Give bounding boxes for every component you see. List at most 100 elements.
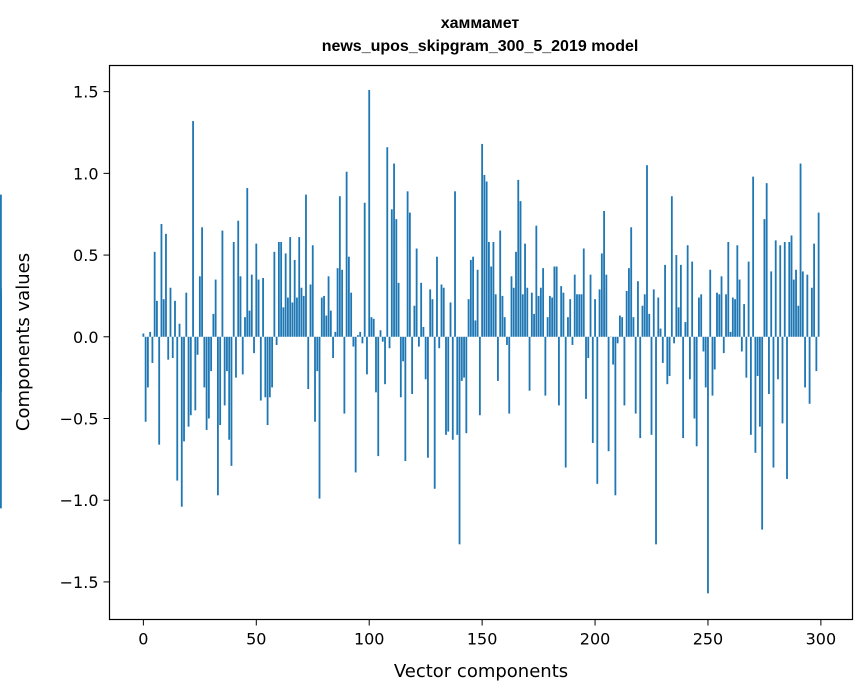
bar-9 bbox=[162, 299, 165, 337]
bar-156 bbox=[494, 294, 497, 337]
bar-103 bbox=[375, 336, 377, 393]
bar-41 bbox=[235, 336, 237, 378]
bar-199 bbox=[591, 336, 594, 443]
bar-67 bbox=[293, 259, 296, 337]
bar-17 bbox=[180, 336, 183, 507]
bar-223 bbox=[646, 165, 648, 337]
bar-74 bbox=[309, 284, 312, 337]
bar-133 bbox=[442, 287, 445, 337]
bar-42 bbox=[237, 220, 240, 337]
bar-94 bbox=[354, 336, 357, 473]
bar-197 bbox=[587, 336, 590, 359]
bar-255 bbox=[718, 294, 721, 337]
bar-174 bbox=[535, 225, 538, 337]
bar-206 bbox=[607, 336, 610, 452]
bar-139 bbox=[456, 336, 459, 435]
bar-10 bbox=[165, 233, 167, 337]
bar-234 bbox=[670, 196, 673, 337]
x-tick-label: 200 bbox=[580, 630, 611, 649]
bar-251 bbox=[709, 269, 712, 337]
bar-220 bbox=[639, 336, 642, 439]
bar-285 bbox=[786, 336, 788, 479]
bar-238 bbox=[679, 264, 682, 337]
bar-44 bbox=[241, 336, 244, 375]
bar-34 bbox=[219, 336, 222, 426]
bar-230 bbox=[661, 336, 664, 363]
bar-224 bbox=[648, 313, 651, 337]
bar-225 bbox=[650, 336, 653, 435]
bar-119 bbox=[411, 336, 414, 394]
bar-288 bbox=[792, 279, 795, 337]
bar-187 bbox=[564, 336, 567, 468]
bar-166 bbox=[517, 179, 520, 337]
bar-246 bbox=[698, 297, 700, 337]
bar-62 bbox=[282, 307, 285, 337]
bar-51 bbox=[257, 279, 260, 337]
bar-295 bbox=[808, 336, 811, 404]
x-axis-ticks: 0 50 100 150 200 250 300 bbox=[138, 619, 836, 649]
bar-46 bbox=[246, 188, 249, 337]
bar-177 bbox=[542, 268, 545, 337]
bar-77 bbox=[316, 336, 319, 372]
bar-279 bbox=[772, 336, 775, 468]
bar-258 bbox=[725, 294, 727, 337]
bar-33 bbox=[217, 336, 219, 496]
bar-116 bbox=[404, 336, 407, 461]
bar-69 bbox=[298, 237, 301, 337]
bar-16 bbox=[178, 323, 181, 337]
bar-24 bbox=[196, 336, 199, 355]
bar-123 bbox=[420, 282, 423, 337]
bar-19 bbox=[185, 292, 188, 337]
bar-262 bbox=[734, 299, 736, 337]
bar-5 bbox=[153, 251, 156, 337]
bar-83 bbox=[329, 310, 332, 337]
bar-297 bbox=[813, 243, 816, 337]
bar-214 bbox=[625, 291, 628, 337]
y-tick-label: −0.5 bbox=[60, 409, 99, 428]
bar-151 bbox=[483, 174, 486, 337]
bar-235 bbox=[673, 336, 675, 344]
bar-1 bbox=[144, 336, 147, 422]
bar-149 bbox=[478, 336, 481, 416]
bar-110 bbox=[390, 209, 393, 337]
bar-167 bbox=[519, 201, 522, 337]
bar-25 bbox=[198, 276, 201, 337]
bar-132 bbox=[440, 284, 443, 337]
bar-37 bbox=[226, 336, 228, 372]
bar-59 bbox=[275, 336, 278, 345]
bar-65 bbox=[289, 237, 292, 337]
bar-38 bbox=[228, 336, 231, 440]
bar-260 bbox=[729, 331, 732, 337]
bar-115 bbox=[402, 336, 404, 362]
bar-111 bbox=[393, 163, 395, 337]
bar-113 bbox=[397, 282, 400, 337]
bar-233 bbox=[668, 336, 671, 376]
bar-58 bbox=[273, 251, 276, 337]
bar-126 bbox=[427, 336, 429, 458]
bar-170 bbox=[526, 287, 529, 337]
bar-228 bbox=[657, 297, 660, 337]
bar-160 bbox=[503, 317, 506, 337]
bar-91 bbox=[347, 256, 350, 337]
bar-184 bbox=[558, 336, 560, 406]
bar-263 bbox=[736, 245, 739, 337]
bar-268 bbox=[747, 261, 750, 337]
bar-144 bbox=[467, 299, 470, 337]
bar-290 bbox=[797, 305, 800, 337]
bar-276 bbox=[765, 183, 768, 337]
bar-180 bbox=[548, 295, 551, 337]
bar-213 bbox=[623, 336, 626, 406]
chart-title: хаммамет bbox=[441, 15, 520, 32]
bar-125 bbox=[424, 336, 427, 380]
bar-109 bbox=[388, 336, 391, 349]
x-tick-label: 150 bbox=[467, 630, 498, 649]
bar-117 bbox=[406, 191, 409, 337]
bar-136 bbox=[449, 302, 452, 337]
bar-217 bbox=[632, 317, 635, 337]
bar-82 bbox=[327, 276, 330, 337]
bar-172 bbox=[530, 292, 533, 337]
bar-141 bbox=[460, 336, 463, 381]
bar-142 bbox=[463, 336, 465, 378]
bar-275 bbox=[763, 219, 766, 337]
